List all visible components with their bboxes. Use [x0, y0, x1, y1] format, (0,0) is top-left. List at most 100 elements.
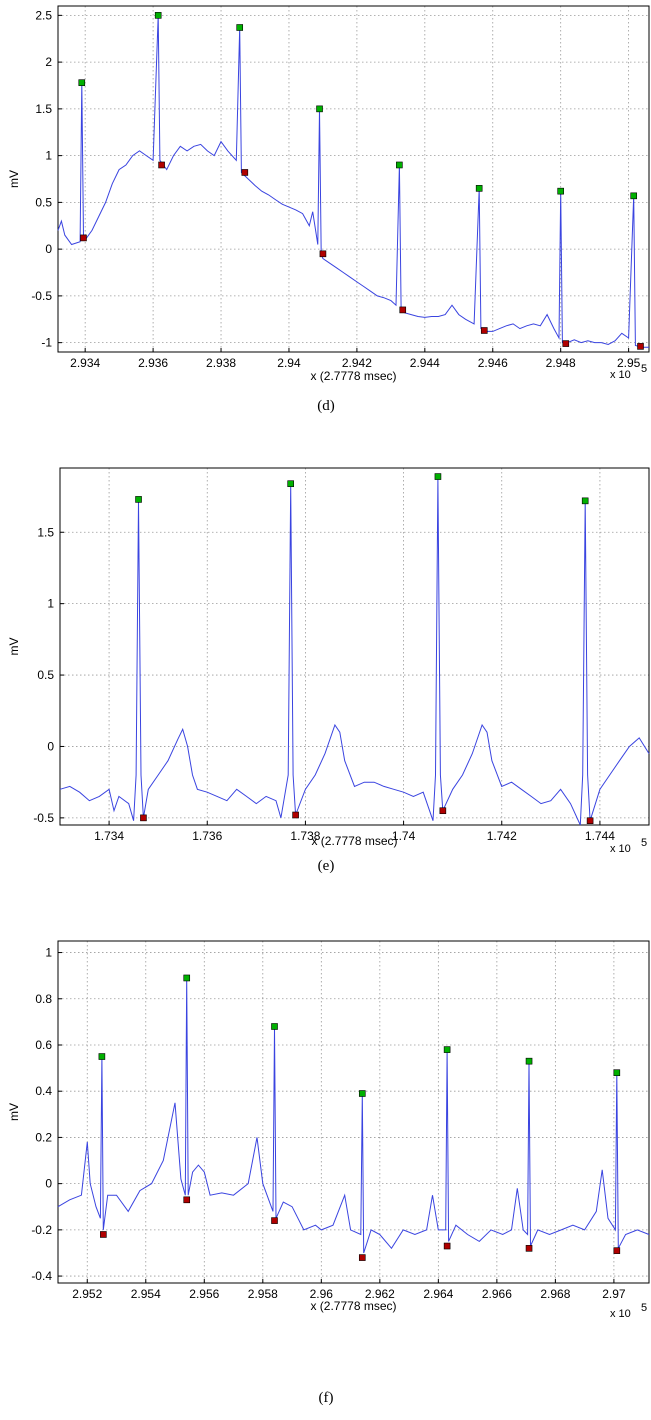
- y-tick-label: 2: [45, 55, 52, 69]
- s-point-marker: [562, 340, 570, 347]
- y-tick-label: 0.5: [37, 668, 54, 682]
- chart-d: 2.934 2.936 2.938 2.94 2.942 2.944 2.946 2.948 2…: [7, 5, 650, 383]
- chart-e: 1.734 1.736 1.738 1.74 1.742 1.744 -0.5 0 0.5 1 1.…: [7, 467, 650, 855]
- x-multiplier-exponent: 5: [641, 363, 647, 375]
- plot-frame: [57, 940, 650, 1284]
- chart-panel-f: 2.952 2.954 2.956 2.958 2.96 2.962 2.964 2.966 2…: [0, 935, 651, 1420]
- y-tick-label: 1.5: [35, 102, 52, 116]
- chart-panel-d: 2.934 2.936 2.938 2.94 2.942 2.944 2.946 2.948 2…: [0, 0, 651, 425]
- chart-panel-e: 1.734 1.736 1.738 1.74 1.742 1.744 -0.5 0 0.5 1 1.…: [0, 460, 651, 890]
- x-tick-label: 2.97: [602, 1287, 626, 1301]
- x-axis-label: x (2.7778 msec): [310, 1299, 396, 1313]
- x-tick-label: 1.738: [290, 829, 320, 843]
- s-point-marker: [439, 807, 447, 815]
- y-tick-label: 0.5: [35, 195, 52, 209]
- r-peak-marker: [434, 473, 442, 480]
- caption-f: (f): [318, 1390, 334, 1406]
- x-tick-label: 2.94: [277, 356, 301, 370]
- r-peak-marker: [236, 24, 244, 31]
- x-tick-label: 1.734: [94, 829, 124, 843]
- y-tick-label: 1: [45, 946, 52, 960]
- x-multiplier: x 10: [610, 369, 631, 381]
- s-point-marker: [80, 234, 87, 242]
- caption-e: (e): [317, 858, 335, 874]
- ecg-signal-line: [59, 477, 650, 826]
- x-tick-label: 1.742: [487, 829, 517, 843]
- y-axis-label: mV: [7, 638, 21, 656]
- y-tick-label: 0.4: [35, 1084, 52, 1098]
- x-tick-label: 2.966: [482, 1287, 512, 1301]
- ecg-signal-line: [57, 977, 650, 1254]
- x-tick-label: 2.958: [248, 1287, 278, 1301]
- r-peak-marker: [78, 79, 86, 86]
- x-tick-label: 1.736: [192, 829, 222, 843]
- x-tick-label: 2.954: [131, 1287, 161, 1301]
- y-axis-label: mV: [7, 170, 21, 188]
- r-peak-marker: [135, 496, 142, 503]
- y-tick-label: 0.8: [35, 992, 52, 1006]
- x-tick-label: 2.968: [540, 1287, 570, 1301]
- x-axis-label: x (2.7778 msec): [311, 834, 397, 848]
- y-tick-label: 1.5: [37, 525, 54, 539]
- y-tick-label: -0.5: [31, 289, 52, 303]
- x-tick-label: 2.938: [206, 356, 236, 370]
- caption-d: (d): [317, 398, 335, 414]
- chart-f: 2.952 2.954 2.956 2.958 2.96 2.962 2.964 2.966 2…: [7, 940, 650, 1320]
- x-tick-label: 2.952: [72, 1287, 102, 1301]
- y-tick-label: 1: [45, 149, 52, 163]
- r-peak-marker: [154, 12, 162, 19]
- y-tick-label: -1: [41, 336, 52, 350]
- s-point-marker: [100, 1231, 107, 1238]
- r-peak-marker: [581, 497, 589, 505]
- y-tick-label: 0: [45, 1177, 52, 1191]
- r-peak-marker: [557, 187, 564, 195]
- x-tick-label: 2.95: [617, 356, 641, 370]
- s-point-marker: [292, 811, 299, 819]
- x-tick-label: 2.944: [410, 356, 440, 370]
- x-tick-label: 2.948: [546, 356, 576, 370]
- y-tick-label: 0.6: [35, 1038, 52, 1052]
- s-point-marker: [637, 343, 644, 350]
- s-point-marker: [319, 250, 327, 258]
- r-peak-marker: [396, 161, 403, 169]
- y-tick-label: 2.5: [35, 8, 52, 22]
- x-tick-label: 2.956: [189, 1287, 219, 1301]
- r-peak-marker: [630, 192, 638, 200]
- r-peak-marker: [316, 105, 323, 113]
- x-tick-label: 2.936: [138, 356, 168, 370]
- r-peak-marker: [443, 1046, 451, 1053]
- x-tick-label: 2.96: [310, 1287, 334, 1301]
- s-point-marker: [586, 817, 594, 825]
- x-axis-label: x (2.7778 msec): [310, 369, 396, 383]
- ecg-signal-line: [57, 15, 649, 348]
- y-tick-label: -0.2: [31, 1223, 52, 1237]
- y-tick-label: 0: [47, 739, 54, 753]
- x-tick-label: 2.946: [478, 356, 508, 370]
- r-peak-marker: [613, 1069, 621, 1077]
- x-tick-label: 1.74: [392, 829, 416, 843]
- s-point-marker: [271, 1217, 278, 1224]
- y-tick-label: -0.5: [33, 811, 54, 825]
- x-tick-label: 2.934: [70, 356, 100, 370]
- s-point-marker: [480, 327, 488, 334]
- r-peak-marker: [525, 1057, 533, 1065]
- x-multiplier-exponent: 5: [641, 1302, 647, 1314]
- s-point-marker: [443, 1242, 451, 1250]
- x-multiplier-exponent: 5: [641, 837, 647, 849]
- x-tick-label: 2.942: [342, 356, 372, 370]
- x-multiplier: x 10: [610, 843, 631, 855]
- y-tick-label: 1: [47, 597, 54, 611]
- y-tick-label: 0.2: [35, 1130, 52, 1144]
- y-tick-label: -0.4: [31, 1269, 52, 1283]
- s-point-marker: [158, 161, 165, 169]
- s-point-marker: [525, 1245, 533, 1252]
- x-multiplier: x 10: [610, 1308, 631, 1320]
- r-peak-marker: [287, 480, 294, 488]
- s-point-marker: [183, 1196, 191, 1204]
- r-peak-marker: [271, 1023, 278, 1030]
- x-tick-label: 2.964: [423, 1287, 453, 1301]
- s-point-marker: [613, 1247, 621, 1254]
- plot-frame: [57, 5, 650, 353]
- plot-frame: [59, 467, 650, 826]
- r-peak-marker: [183, 974, 191, 982]
